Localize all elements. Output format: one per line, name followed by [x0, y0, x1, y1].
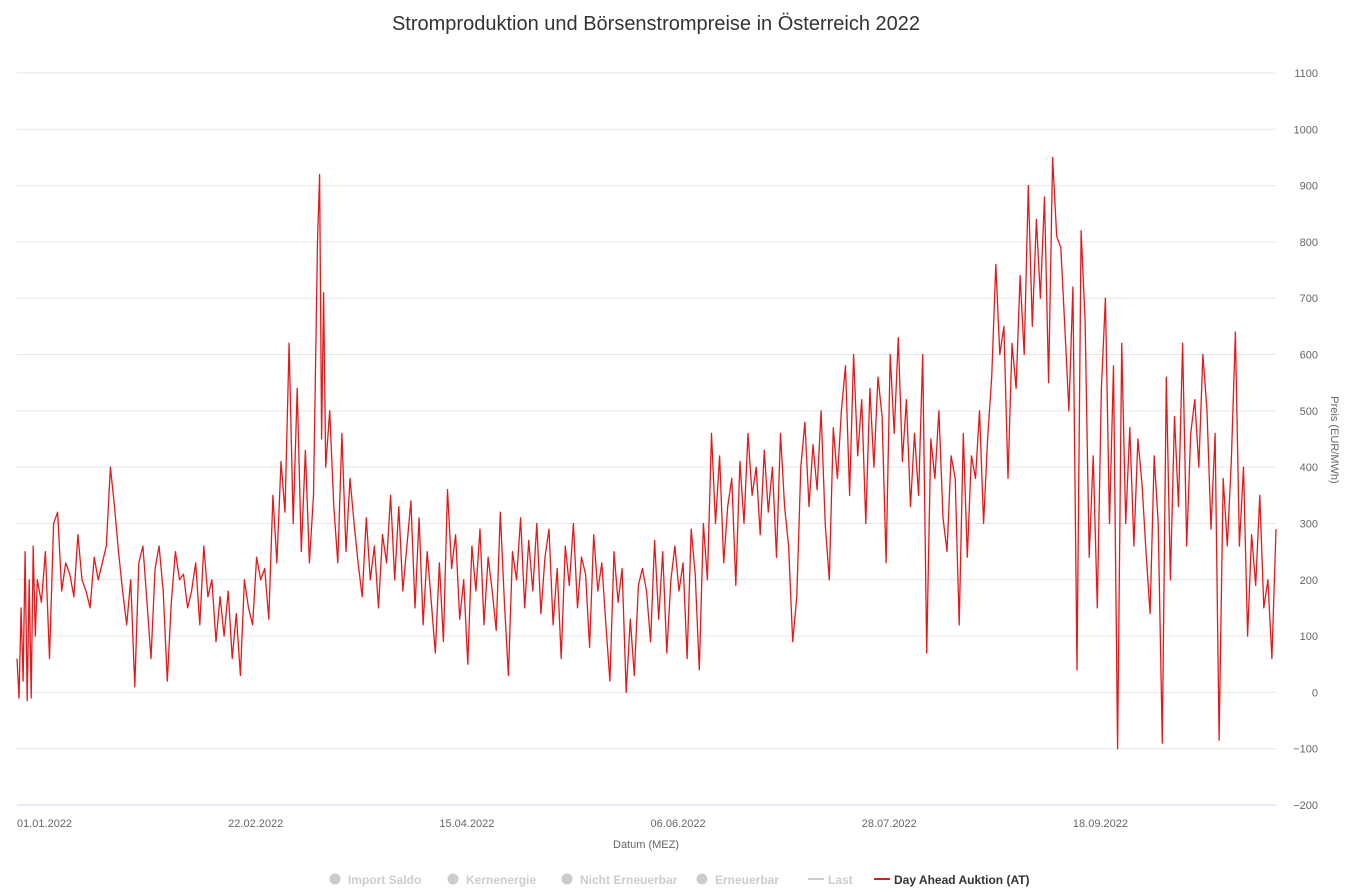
x-axis-title: Datum (MEZ)	[613, 839, 679, 851]
legend-label: Import Saldo	[348, 873, 421, 887]
y-tick-label: 1000	[1294, 124, 1318, 136]
legend-marker	[696, 873, 708, 885]
x-tick-label: 15.04.2022	[439, 818, 494, 830]
x-tick-label: 06.06.2022	[651, 818, 706, 830]
legend-item[interactable]: Kernenergie	[447, 873, 537, 887]
y-tick-label: 900	[1300, 181, 1318, 193]
x-tick-label: 28.07.2022	[862, 818, 917, 830]
gridlines	[17, 72, 1276, 806]
series-line-day-ahead[interactable]	[16, 156, 1277, 750]
x-tick-label: 22.02.2022	[228, 818, 283, 830]
y-tick-label: 800	[1300, 237, 1318, 249]
legend-label: Day Ahead Auktion (AT)	[894, 873, 1030, 887]
y-tick-label: −200	[1293, 800, 1318, 812]
x-tick-label: 01.01.2022	[17, 818, 72, 830]
legend-marker	[329, 873, 341, 885]
legend: Import Saldo Kernenergie Nicht Erneuerbar E…	[329, 873, 1030, 887]
legend-item[interactable]: Nicht Erneuerbar	[561, 873, 678, 887]
y-tick-label: 600	[1300, 350, 1318, 362]
y-axis-title: Preis (EUR/MWh)	[1328, 396, 1340, 483]
legend-label: Nicht Erneuerbar	[580, 873, 678, 887]
chart-title: Stromproduktion und Börsenstrompreise in…	[392, 13, 920, 35]
legend-item[interactable]: Last	[808, 873, 853, 887]
legend-item[interactable]: Day Ahead Auktion (AT)	[874, 873, 1030, 887]
y-tick-label: 200	[1300, 575, 1318, 587]
legend-marker	[561, 873, 573, 885]
legend-marker	[447, 873, 459, 885]
legend-label: Erneuerbar	[715, 873, 779, 887]
y-tick-label: 300	[1300, 518, 1318, 530]
x-axis-ticks: 01.01.2022 22.02.2022 15.04.2022 06.06.2022…	[17, 818, 1128, 830]
legend-item[interactable]: Erneuerbar	[696, 873, 780, 887]
y-tick-label: 0	[1312, 687, 1318, 699]
y-tick-label: 400	[1300, 462, 1318, 474]
legend-label: Last	[828, 873, 853, 887]
legend-item[interactable]: Import Saldo	[329, 873, 422, 887]
y-tick-label: −100	[1293, 744, 1318, 756]
y-tick-label: 500	[1300, 406, 1318, 418]
x-tick-label: 18.09.2022	[1073, 818, 1128, 830]
legend-label: Kernenergie	[466, 873, 536, 887]
y-tick-label: 700	[1300, 293, 1318, 305]
y-tick-label: 1100	[1294, 68, 1318, 80]
y-axis-ticks: −200 −100 0 100 200 300 400 500 600 700 800 900 1000…	[1293, 68, 1318, 812]
y-tick-label: 100	[1300, 631, 1318, 643]
